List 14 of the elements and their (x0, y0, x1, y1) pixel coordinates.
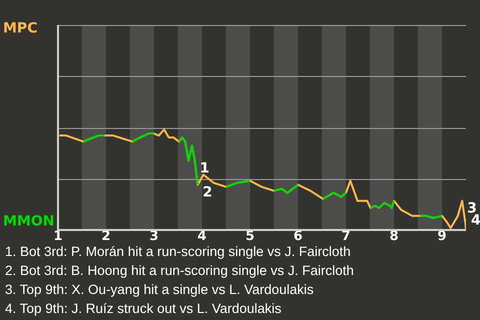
x-tick-label: 8 (389, 228, 399, 244)
text: 1. Bot 3rd: P. Morán hit a run-scoring single vs J. Faircloth (5, 243, 352, 261)
annotation: 4 (471, 212, 480, 229)
text: MMON (3, 214, 54, 230)
x-tick-label: 4 (197, 228, 207, 244)
text: 2. Bot 3rd: B. Hoong hit a run-scoring single vs J. Faircloth (5, 262, 354, 280)
annotation: 1 (200, 160, 210, 176)
text: 3. Top 9th: X. Ou-yang hit a single vs L. Vardoulakis (5, 281, 315, 299)
x-tick-label: 9 (437, 228, 447, 244)
text: 4. Top 9th: J. Ruíz struck out vs L. Vardoulakis (5, 300, 282, 318)
x-tick-label: 6 (293, 228, 303, 244)
text: MPC (3, 20, 38, 37)
annotation: 2 (202, 184, 212, 200)
x-tick-label: 1 (53, 228, 63, 244)
